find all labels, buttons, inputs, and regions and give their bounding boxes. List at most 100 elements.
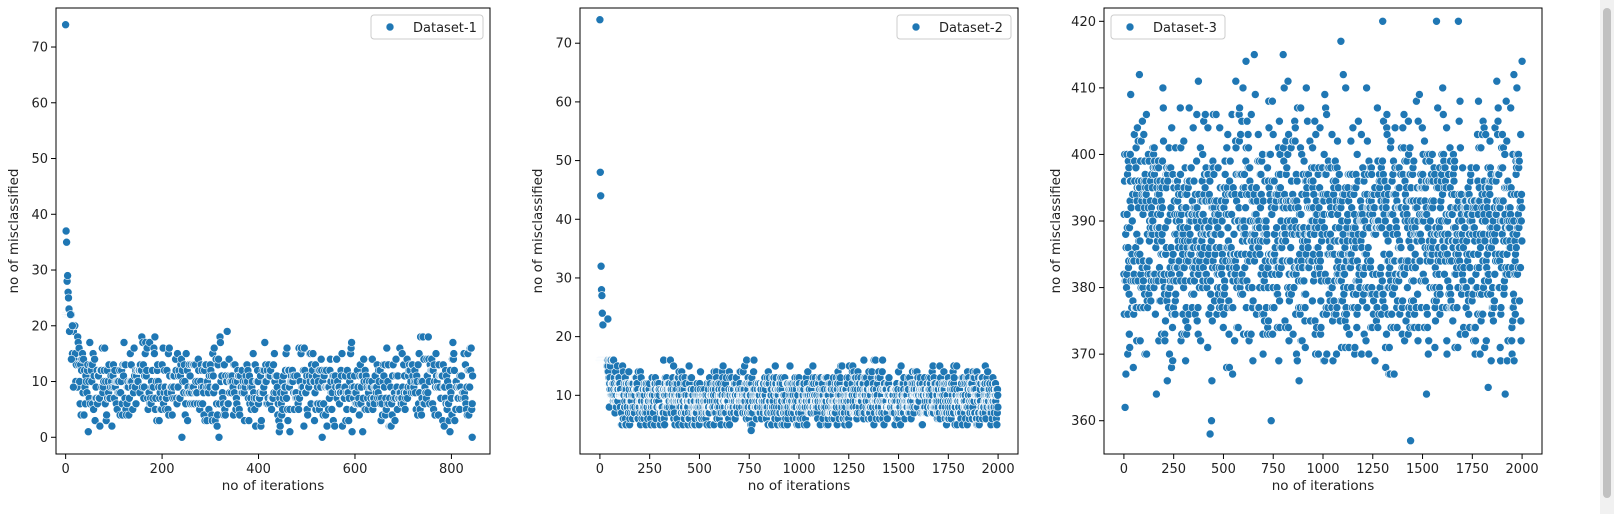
data-point <box>1376 263 1386 272</box>
data-point <box>1429 196 1438 206</box>
data-point <box>1485 190 1495 199</box>
data-point <box>1357 349 1366 359</box>
data-point <box>1170 309 1180 319</box>
data-point <box>1224 329 1234 339</box>
data-point <box>1185 230 1195 239</box>
data-point <box>347 427 357 437</box>
data-point <box>1230 336 1239 346</box>
data-point <box>1223 130 1233 139</box>
data-point <box>165 343 174 353</box>
data-point <box>1238 289 1247 299</box>
data-point <box>746 426 756 435</box>
data-point <box>1483 383 1493 392</box>
data-point <box>1139 130 1149 139</box>
data-point <box>439 421 449 431</box>
data-point <box>1506 103 1515 113</box>
data-point <box>1452 303 1462 312</box>
data-point <box>1303 116 1312 126</box>
data-point <box>119 338 129 347</box>
legend-box <box>370 14 484 40</box>
x-tick-label: 1750 <box>1456 462 1489 477</box>
data-point <box>1370 356 1380 366</box>
data-point <box>282 343 292 353</box>
data-point <box>1339 70 1348 79</box>
data-point <box>1241 56 1251 66</box>
data-point <box>1193 303 1203 312</box>
data-point <box>85 338 95 347</box>
data-point <box>1129 363 1138 372</box>
data-point <box>1495 343 1505 352</box>
x-tick-label: 0 <box>62 462 70 477</box>
data-point <box>1420 136 1429 146</box>
data-point <box>167 410 177 420</box>
data-point <box>1303 243 1313 252</box>
data-point <box>1161 316 1170 326</box>
data-point <box>1125 343 1134 352</box>
data-point <box>224 354 234 364</box>
data-point <box>150 349 159 358</box>
data-point <box>684 361 694 371</box>
data-point <box>1152 389 1161 399</box>
data-point <box>1392 323 1402 332</box>
chart-dataset-3-points <box>1119 16 1527 446</box>
data-point <box>1250 50 1259 59</box>
data-point <box>1201 110 1210 119</box>
data-point <box>1274 356 1284 366</box>
data-point <box>1422 389 1431 399</box>
data-point <box>1275 296 1284 306</box>
data-point <box>749 367 758 377</box>
data-point <box>844 420 854 430</box>
data-point <box>1500 389 1510 399</box>
data-point <box>450 416 460 425</box>
data-point <box>102 410 111 420</box>
chart-dataset-2-x-ticks: 0 250 500 750 1000 1250 1500 1750 2000 <box>596 454 1015 477</box>
data-point <box>1229 230 1239 239</box>
data-point <box>1418 123 1427 133</box>
data-point <box>1128 216 1137 226</box>
data-point <box>1255 250 1265 259</box>
data-point <box>1284 323 1293 332</box>
data-point <box>1203 343 1212 352</box>
data-point <box>1299 276 1309 286</box>
data-point <box>465 382 475 392</box>
data-point <box>457 371 466 381</box>
data-point <box>119 371 128 381</box>
data-point <box>1188 123 1198 133</box>
data-point <box>1442 123 1451 133</box>
chart-dataset-3: 0 250 500 750 1000 1250 1500 1750 2000 360370380… <box>1048 7 1543 494</box>
data-point <box>1493 103 1503 113</box>
data-point <box>337 349 347 358</box>
x-tick-label: 500 <box>687 462 712 477</box>
data-point <box>1231 76 1241 86</box>
data-point <box>1490 269 1500 279</box>
x-tick-label: 1000 <box>1306 462 1339 477</box>
data-point <box>1181 356 1190 366</box>
data-point <box>397 349 407 358</box>
data-point <box>466 343 476 353</box>
data-point <box>1363 136 1372 146</box>
data-point <box>1269 303 1279 312</box>
data-point <box>1314 349 1323 359</box>
data-point <box>1415 90 1424 99</box>
data-point <box>282 393 291 403</box>
data-point <box>1502 136 1512 146</box>
data-point <box>1192 316 1202 326</box>
data-point <box>63 271 72 280</box>
data-point <box>1320 90 1330 99</box>
data-point <box>1263 163 1272 173</box>
data-point <box>1189 289 1199 299</box>
data-point <box>1482 336 1491 346</box>
data-point <box>1327 130 1337 139</box>
data-point <box>949 373 959 383</box>
data-point <box>260 338 270 347</box>
data-point <box>216 338 225 347</box>
data-point <box>319 399 328 409</box>
data-point <box>1511 309 1520 319</box>
data-point <box>1428 150 1437 159</box>
data-point <box>1509 70 1519 79</box>
data-point <box>1235 103 1244 113</box>
data-point <box>1478 309 1487 319</box>
data-point <box>1433 103 1442 113</box>
data-point <box>749 355 759 365</box>
data-point <box>1158 83 1168 93</box>
